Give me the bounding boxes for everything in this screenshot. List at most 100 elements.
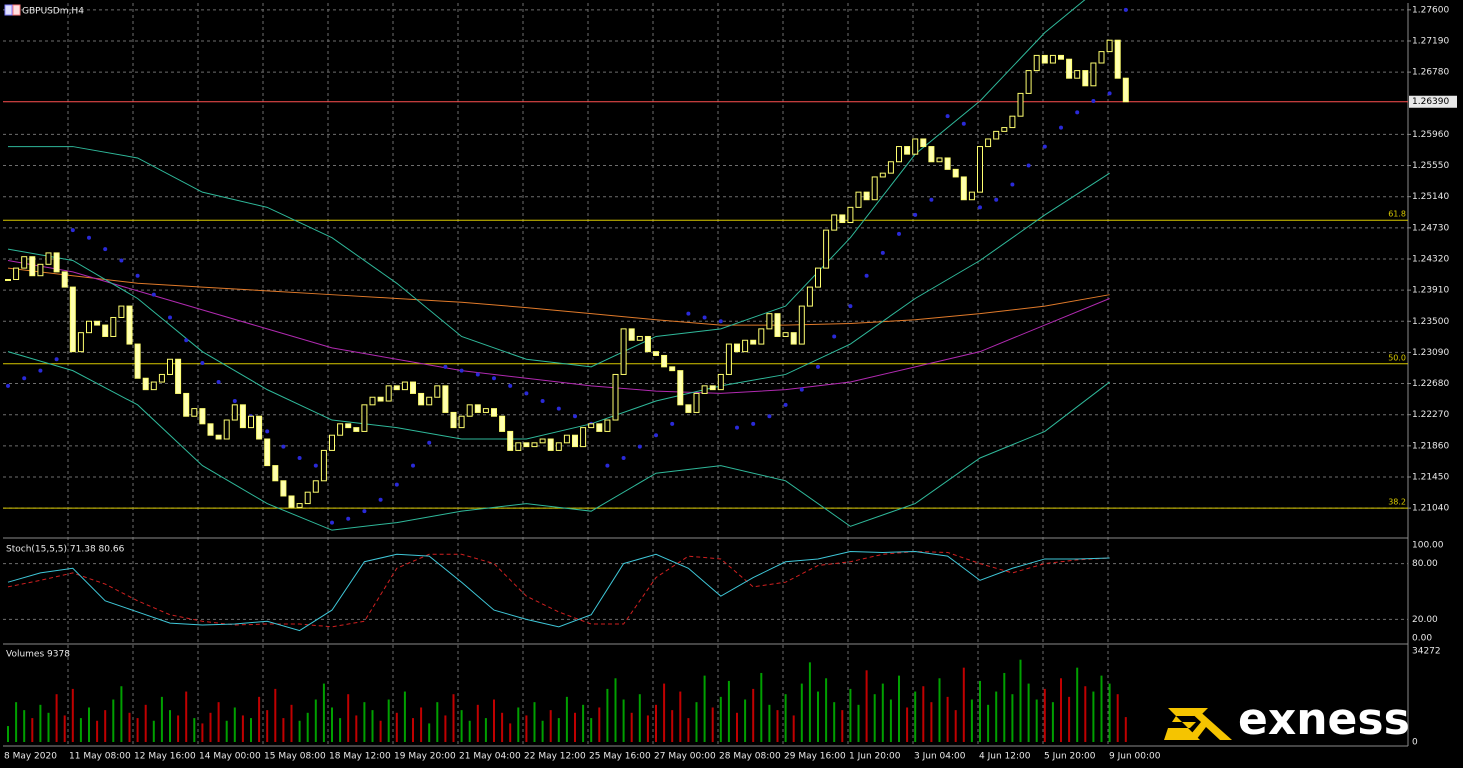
sar-dot (394, 482, 399, 487)
volume-bar (428, 723, 431, 742)
candle (458, 415, 465, 429)
indicator-line (7, 267, 1110, 326)
candle (1017, 92, 1024, 117)
sar-dot (670, 421, 675, 426)
volume-bar (1003, 672, 1006, 742)
logo-text: exness (1238, 694, 1410, 745)
time-label: 18 May 12:00 (329, 752, 391, 762)
volume-bar (833, 702, 836, 742)
candle (304, 491, 311, 505)
candle (863, 191, 870, 201)
price-tick-label: 1.21860 (1412, 441, 1449, 451)
stoch-main (7, 551, 1110, 632)
volume-bar (590, 718, 593, 742)
candle (248, 415, 254, 429)
candle (207, 423, 214, 436)
stochastic-title: Stoch(15,5,5) 71.38 80.66 (6, 545, 125, 555)
sar-dot (686, 311, 691, 316)
candle (555, 442, 562, 451)
sar-dot (1010, 182, 1015, 187)
price-tick-label: 1.27600 (1412, 5, 1449, 15)
candle (1025, 70, 1032, 94)
candle (612, 373, 619, 421)
price-tick-label: 1.27190 (1412, 36, 1449, 46)
sar-dot (313, 463, 318, 468)
candle (896, 146, 902, 163)
volume-bar (298, 720, 301, 742)
time-label: 14 May 00:00 (199, 752, 261, 762)
candle (191, 408, 198, 417)
candle (563, 434, 570, 444)
candle (102, 324, 109, 337)
sar-dot (978, 205, 982, 210)
volume-bar (1076, 667, 1079, 742)
price-tick-label: 1.25960 (1412, 130, 1449, 140)
candle (701, 385, 708, 394)
candle (977, 146, 983, 193)
sar-dot (540, 399, 545, 404)
grid (3, 3, 1408, 746)
candle (855, 191, 862, 208)
candle (847, 206, 854, 224)
candle (604, 419, 611, 432)
sar-dot (735, 425, 739, 430)
candle (1074, 70, 1081, 79)
volume-bar (468, 720, 471, 742)
candle (296, 503, 303, 508)
volume-bar (930, 702, 933, 742)
volume-bar (857, 704, 860, 742)
candle (636, 335, 643, 341)
volume-bar (727, 680, 730, 742)
volume-bar (849, 688, 852, 742)
volume-bar (258, 696, 261, 742)
candle (21, 256, 28, 269)
candle (426, 396, 433, 406)
price-tick-label: 1.23910 (1412, 286, 1449, 296)
volume-bar (1100, 675, 1103, 742)
sar-dot (864, 273, 869, 278)
sar-dot (492, 376, 496, 381)
volume-bar (201, 723, 204, 742)
candle (596, 423, 603, 432)
candle (887, 161, 894, 174)
sar-dot (718, 319, 723, 324)
sar-dot (832, 334, 837, 339)
volume-bar (193, 718, 196, 742)
candle (118, 305, 125, 318)
sar-dot (897, 231, 901, 236)
candle (628, 328, 635, 341)
time-label: 12 May 16:00 (134, 752, 196, 762)
candle (766, 313, 773, 330)
volume-bar (23, 710, 26, 742)
candle (839, 214, 846, 224)
sar-dot (702, 315, 707, 320)
candle (29, 256, 36, 277)
volume-bar (906, 707, 909, 742)
candle (450, 411, 457, 429)
sar-dot (816, 364, 820, 369)
volume-bar (565, 696, 568, 742)
sar-dot (216, 380, 221, 385)
price-tick-label: 1.26780 (1412, 68, 1449, 78)
candle (272, 465, 279, 482)
candle (912, 138, 919, 155)
candle (167, 358, 173, 375)
volume-bar (217, 702, 220, 742)
volume-bar (711, 707, 714, 742)
volume-bar (493, 699, 495, 742)
candle (806, 286, 813, 307)
candle (507, 430, 514, 451)
volume-bar (614, 678, 617, 742)
volume-bar (557, 718, 560, 742)
volume-bar (420, 707, 423, 742)
candle (393, 385, 400, 391)
candle (499, 415, 506, 432)
candle (985, 138, 992, 148)
candle (482, 408, 489, 413)
candle (815, 267, 821, 288)
volume-bar (79, 718, 82, 742)
candle (588, 423, 595, 429)
volume-bar (954, 710, 957, 742)
indicator-line (7, 260, 1110, 394)
volume-bar (403, 691, 406, 742)
